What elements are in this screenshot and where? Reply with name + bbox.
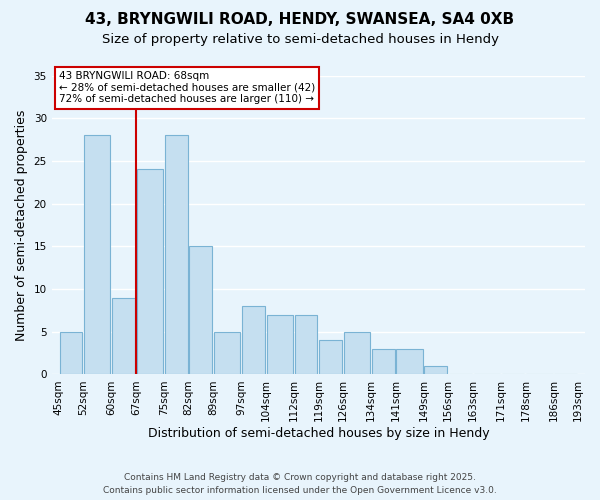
Bar bbox=[319, 340, 342, 374]
Y-axis label: Number of semi-detached properties: Number of semi-detached properties bbox=[15, 110, 28, 340]
Bar bbox=[214, 332, 240, 374]
Text: 43, BRYNGWILI ROAD, HENDY, SWANSEA, SA4 0XB: 43, BRYNGWILI ROAD, HENDY, SWANSEA, SA4 … bbox=[85, 12, 515, 28]
Bar bbox=[295, 314, 317, 374]
Bar bbox=[424, 366, 447, 374]
Bar bbox=[242, 306, 265, 374]
Bar bbox=[266, 314, 293, 374]
X-axis label: Distribution of semi-detached houses by size in Hendy: Distribution of semi-detached houses by … bbox=[148, 427, 489, 440]
Bar bbox=[344, 332, 370, 374]
Bar bbox=[112, 298, 135, 374]
Bar bbox=[59, 332, 82, 374]
Bar bbox=[84, 136, 110, 374]
Text: Contains HM Land Registry data © Crown copyright and database right 2025.: Contains HM Land Registry data © Crown c… bbox=[124, 472, 476, 482]
Bar bbox=[137, 170, 163, 374]
Bar bbox=[190, 246, 212, 374]
Text: 43 BRYNGWILI ROAD: 68sqm
← 28% of semi-detached houses are smaller (42)
72% of s: 43 BRYNGWILI ROAD: 68sqm ← 28% of semi-d… bbox=[59, 71, 315, 104]
Bar bbox=[397, 349, 423, 374]
Text: Size of property relative to semi-detached houses in Hendy: Size of property relative to semi-detach… bbox=[101, 32, 499, 46]
Bar bbox=[165, 136, 188, 374]
Bar bbox=[372, 349, 395, 374]
Text: Contains public sector information licensed under the Open Government Licence v3: Contains public sector information licen… bbox=[103, 486, 497, 495]
